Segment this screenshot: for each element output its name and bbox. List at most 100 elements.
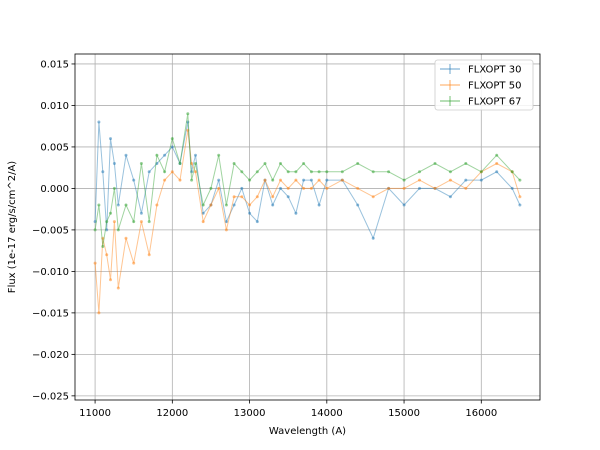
data-point (209, 186, 213, 190)
data-point (479, 170, 483, 174)
y-tick-label: −0.010 (32, 267, 69, 278)
data-point (186, 120, 190, 124)
x-tick-label: 16000 (465, 408, 497, 419)
data-point (186, 128, 190, 132)
data-point (209, 203, 213, 207)
data-point (190, 170, 194, 174)
data-point (240, 195, 244, 199)
data-point (325, 170, 329, 174)
data-point (340, 170, 344, 174)
data-point (132, 178, 136, 182)
data-point (163, 170, 167, 174)
data-point (271, 195, 275, 199)
data-point (105, 253, 109, 257)
data-point (479, 178, 483, 182)
data-point (178, 162, 182, 165)
data-point (101, 236, 105, 240)
series-1 (93, 128, 522, 315)
data-point (178, 178, 182, 182)
data-point (263, 162, 267, 165)
data-point (116, 286, 120, 290)
data-point (510, 186, 514, 190)
data-point (510, 170, 514, 174)
data-point (124, 203, 128, 207)
series-2 (93, 112, 522, 248)
data-point (240, 186, 244, 190)
data-point (255, 170, 259, 174)
data-point (139, 162, 143, 165)
data-point (93, 220, 97, 224)
data-point (116, 228, 120, 232)
data-point (356, 203, 360, 207)
y-tick-label: −0.005 (32, 225, 69, 236)
data-point (294, 178, 298, 182)
data-point (371, 195, 375, 199)
data-point (286, 170, 290, 174)
data-point (109, 137, 112, 141)
data-point (309, 186, 313, 190)
series-0 (93, 120, 522, 240)
data-point (170, 170, 174, 174)
data-point (387, 170, 391, 174)
data-point (371, 170, 375, 174)
legend-item: FLXOPT 50 (440, 80, 521, 92)
y-tick-label: 0.005 (40, 142, 69, 153)
data-point (495, 170, 499, 174)
y-tick-label: 0.010 (40, 101, 69, 112)
data-point (448, 170, 452, 174)
data-point (201, 220, 205, 224)
data-point (224, 228, 228, 232)
x-tick-label: 14000 (311, 408, 343, 419)
data-point (97, 120, 101, 124)
x-axis-ticks: 11000 12000 13000 14000 15000 16000 (79, 400, 497, 419)
legend-item: FLXOPT 67 (440, 96, 521, 108)
data-point (518, 178, 522, 182)
data-point (139, 220, 143, 224)
series-line (94, 130, 521, 313)
data-point (418, 178, 421, 182)
data-point (255, 220, 259, 224)
x-tick-label: 12000 (156, 408, 188, 419)
data-point (248, 203, 252, 207)
y-tick-label: −0.025 (32, 391, 69, 402)
data-point (217, 153, 221, 157)
data-point (232, 162, 236, 165)
data-point (147, 220, 151, 224)
data-point (163, 178, 167, 182)
data-point (112, 186, 116, 190)
data-point (101, 245, 105, 248)
data-point (263, 178, 267, 182)
data-point (170, 137, 174, 141)
data-point (448, 178, 452, 182)
data-point (201, 211, 205, 215)
data-point (170, 145, 174, 149)
data-point (387, 186, 391, 190)
data-point (279, 186, 282, 190)
data-point (124, 153, 128, 157)
data-point (105, 228, 109, 232)
data-point (325, 178, 329, 182)
series-layer (93, 112, 522, 315)
data-point (109, 211, 112, 215)
data-point (93, 261, 97, 265)
data-point (190, 178, 194, 182)
data-point (464, 186, 468, 190)
data-point (464, 162, 468, 165)
legend-item: FLXOPT 30 (440, 64, 521, 76)
data-point (518, 195, 522, 199)
data-point (317, 178, 321, 182)
series-line (94, 121, 521, 240)
data-point (402, 178, 406, 182)
data-point (232, 195, 236, 199)
data-point (294, 211, 298, 215)
y-axis-label: Flux (1e-17 erg/s/cm^2/A) (7, 161, 18, 293)
data-point (286, 186, 290, 190)
x-tick-label: 15000 (388, 408, 420, 419)
data-point (190, 162, 194, 165)
data-point (116, 203, 120, 207)
data-point (248, 211, 252, 215)
data-point (112, 220, 116, 224)
legend-label: FLXOPT 67 (468, 97, 521, 108)
data-point (248, 178, 252, 182)
data-point (194, 170, 197, 174)
